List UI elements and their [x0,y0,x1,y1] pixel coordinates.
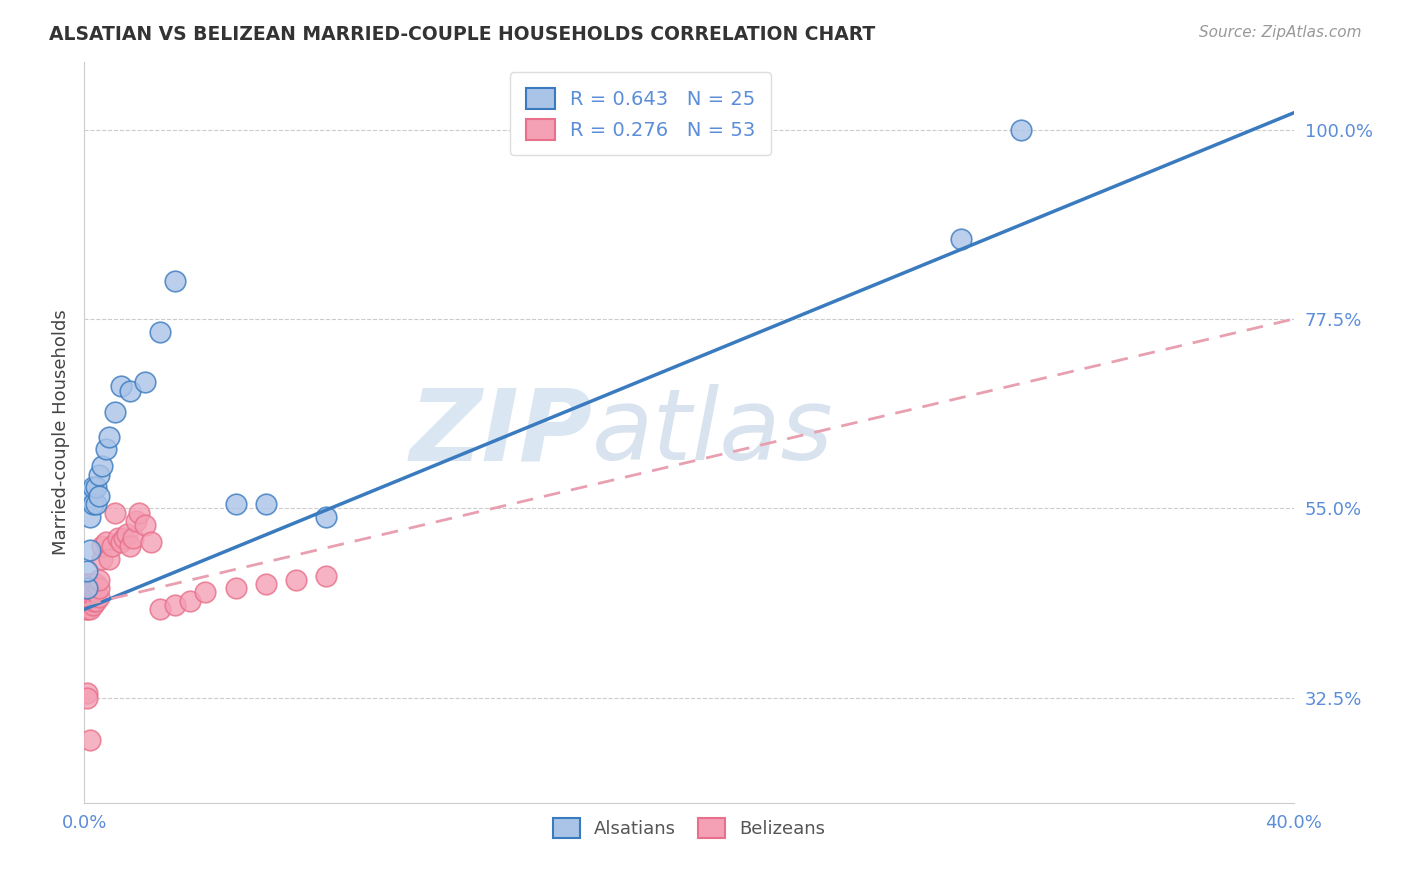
Point [82,598,104,612]
Point [86,577,108,591]
Point [82,581,104,595]
Point [76,686,98,700]
Point [76,581,98,595]
Point [97,551,120,566]
Point [107,531,129,545]
Point [76,581,98,595]
Point [89,581,111,595]
Point [79,585,101,599]
Point [100,539,122,553]
Point [79,543,101,558]
Text: atlas: atlas [592,384,834,481]
Point [165,598,187,612]
Point [76,598,98,612]
Legend: Alsatians, Belizeans: Alsatians, Belizeans [546,811,832,846]
Point [128,506,150,520]
Y-axis label: Married-couple Households: Married-couple Households [52,310,70,556]
Point [79,581,101,595]
Point [950,232,973,246]
Point [79,594,101,608]
Point [86,497,108,511]
Point [110,535,132,549]
Point [125,514,148,528]
Point [89,573,111,587]
Text: ALSATIAN VS BELIZEAN MARRIED-COUPLE HOUSEHOLDS CORRELATION CHART: ALSATIAN VS BELIZEAN MARRIED-COUPLE HOUS… [49,25,876,44]
Point [118,539,141,553]
Point [86,594,108,608]
Point [89,489,111,503]
Point [254,577,277,591]
Point [82,585,104,599]
Point [121,531,143,545]
Point [179,594,201,608]
Point [225,497,247,511]
Text: ZIP: ZIP [409,384,592,481]
Point [79,509,101,524]
Point [94,535,117,549]
Point [315,509,337,524]
Point [139,535,162,549]
Point [82,480,104,494]
Point [76,585,98,599]
Point [79,590,101,604]
Point [149,325,172,339]
Point [112,531,135,545]
Point [86,480,108,494]
Point [79,577,101,591]
Point [315,568,337,582]
Point [134,375,156,389]
Point [104,506,127,520]
Point [104,404,127,418]
Point [76,590,98,604]
Point [134,518,156,533]
Point [118,384,141,398]
Point [91,539,114,553]
Point [1011,122,1033,136]
Point [194,585,217,599]
Point [91,459,114,474]
Point [79,732,101,747]
Point [79,598,101,612]
Point [165,274,187,288]
Point [82,590,104,604]
Point [254,497,277,511]
Text: Source: ZipAtlas.com: Source: ZipAtlas.com [1198,25,1361,40]
Point [149,602,172,616]
Point [76,602,98,616]
Point [285,573,308,587]
Point [76,577,98,591]
Point [76,690,98,705]
Point [225,581,247,595]
Point [86,585,108,599]
Point [110,379,132,393]
Point [76,602,98,616]
Point [82,497,104,511]
Point [76,594,98,608]
Point [94,442,117,457]
Point [79,484,101,499]
Point [76,565,98,579]
Point [97,430,120,444]
Point [89,590,111,604]
Point [91,551,114,566]
Point [89,467,111,482]
Point [79,602,101,616]
Point [82,594,104,608]
Point [115,526,138,541]
